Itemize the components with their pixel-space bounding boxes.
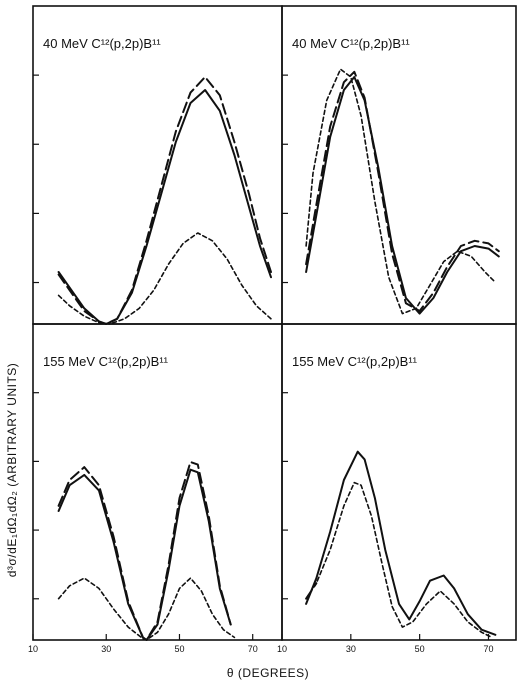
series-short-dash [57, 577, 236, 641]
y-axis-label: d³σ/dE₁dΩ₁dΩ₂ (ARBITRARY UNITS) [5, 363, 19, 578]
panel-frame [32, 5, 283, 325]
x-tick-label: 50 [174, 644, 184, 654]
panel-title: 155 MeV C¹²(p,2p)B¹¹ [43, 354, 169, 369]
series-long-dash [57, 76, 272, 325]
series-short-dash [305, 68, 497, 315]
panel-1: 40 MeV C¹²(p,2p)B¹¹ [32, 5, 283, 325]
series-solid [57, 89, 272, 325]
x-tick-label: 70 [248, 644, 258, 654]
x-tick-label: 70 [483, 644, 493, 654]
panel-title: 40 MeV C¹²(p,2p)B¹¹ [292, 36, 410, 51]
x-tick-label: 30 [346, 644, 356, 654]
panel-title: 155 MeV C¹²(p,2p)B¹¹ [292, 354, 418, 369]
x-tick-label: 30 [101, 644, 111, 654]
panel-title: 40 MeV C¹²(p,2p)B¹¹ [43, 36, 161, 51]
panel-frame [32, 323, 283, 641]
x-axis-label: θ (DEGREES) [227, 666, 309, 680]
x-tick-label: 50 [415, 644, 425, 654]
series-solid [305, 76, 500, 315]
series-solid [305, 450, 497, 636]
panel-frame [281, 323, 517, 641]
panel-4: 155 MeV C¹²(p,2p)B¹¹ 10 30 50 70 [277, 323, 517, 654]
series-long-dash [305, 70, 500, 312]
panels: 40 MeV C¹²(p,2p)B¹¹ 40 MeV C¹²(p,2p)B¹¹ 15… [28, 5, 517, 654]
series-short-dash [305, 481, 493, 639]
panel-2: 40 MeV C¹²(p,2p)B¹¹ [281, 5, 517, 325]
x-tick-label: 10 [277, 644, 287, 654]
x-tick-label: 10 [28, 644, 38, 654]
panel-3: 155 MeV C¹²(p,2p)B¹¹ 10 30 50 70 [28, 323, 283, 654]
series-long-dash [57, 461, 232, 641]
series-short-dash [57, 232, 272, 325]
